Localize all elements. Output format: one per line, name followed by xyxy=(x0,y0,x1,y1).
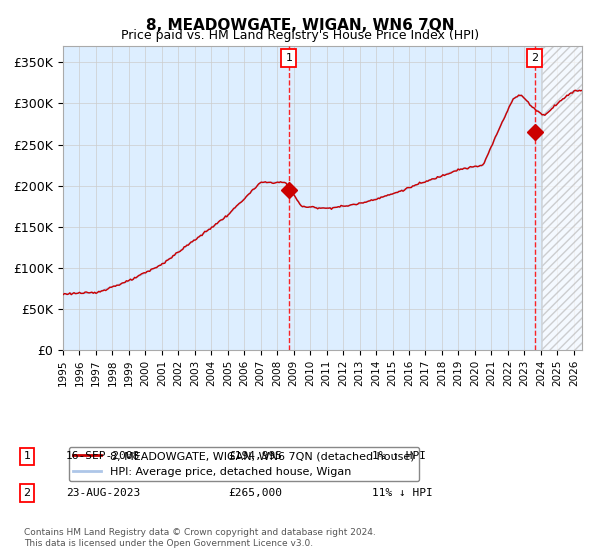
Text: 11% ↓ HPI: 11% ↓ HPI xyxy=(372,488,433,498)
Text: Contains HM Land Registry data © Crown copyright and database right 2024.
This d: Contains HM Land Registry data © Crown c… xyxy=(24,528,376,548)
Text: 1: 1 xyxy=(23,451,31,461)
Legend: 8, MEADOWGATE, WIGAN, WN6 7QN (detached house), HPI: Average price, detached hou: 8, MEADOWGATE, WIGAN, WN6 7QN (detached … xyxy=(68,447,419,481)
Text: 1: 1 xyxy=(286,53,292,63)
Text: 16-SEP-2008: 16-SEP-2008 xyxy=(66,451,140,461)
Text: £194,995: £194,995 xyxy=(228,451,282,461)
Text: Price paid vs. HM Land Registry's House Price Index (HPI): Price paid vs. HM Land Registry's House … xyxy=(121,29,479,42)
Text: 23-AUG-2023: 23-AUG-2023 xyxy=(66,488,140,498)
Text: 2: 2 xyxy=(23,488,31,498)
Text: 8, MEADOWGATE, WIGAN, WN6 7QN: 8, MEADOWGATE, WIGAN, WN6 7QN xyxy=(146,18,454,33)
Text: 1% ↑ HPI: 1% ↑ HPI xyxy=(372,451,426,461)
Text: 2: 2 xyxy=(532,53,538,63)
Text: £265,000: £265,000 xyxy=(228,488,282,498)
